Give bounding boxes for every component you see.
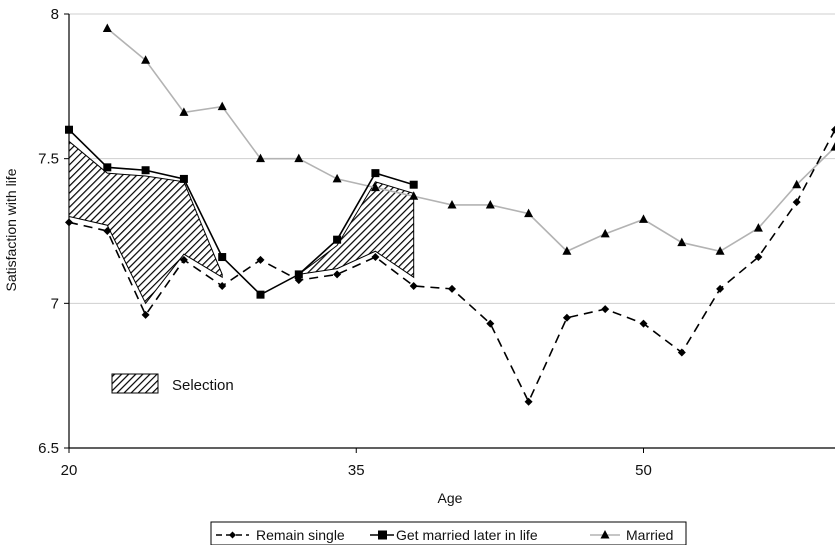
data-point-square xyxy=(294,270,303,279)
selection-region xyxy=(298,181,415,279)
legend-marker-triangle xyxy=(600,530,610,539)
data-point-triangle xyxy=(256,153,265,163)
x-tick-label: 50 xyxy=(635,462,652,479)
data-point-diamond xyxy=(218,281,227,290)
data-point-triangle xyxy=(562,246,572,255)
data-point-square xyxy=(141,166,150,175)
data-point-diamond xyxy=(65,218,73,227)
legend-label-remain-single: Remain single xyxy=(256,527,345,543)
data-point-square xyxy=(371,169,380,178)
legend-label-get-married-later: Get married later in life xyxy=(396,527,538,543)
tick-labels: 6.5 7 7.5 8 20 35 50 xyxy=(38,6,652,479)
data-point-triangle xyxy=(600,228,610,238)
y-tick-label: 6.5 xyxy=(38,440,59,457)
axes xyxy=(64,13,835,453)
data-point-square xyxy=(65,125,73,134)
selection-annotation: Selection xyxy=(111,373,234,394)
series-line xyxy=(68,129,414,296)
x-tick-label: 20 xyxy=(61,462,78,479)
legend-marker-diamond xyxy=(229,531,236,539)
data-point-diamond xyxy=(792,198,801,207)
data-point-diamond xyxy=(716,284,725,293)
data-point-triangle xyxy=(332,173,342,183)
data-point-triangle xyxy=(830,142,835,151)
series-get-married-later-in-life xyxy=(65,125,418,299)
selection-regions xyxy=(68,140,415,305)
data-point-diamond xyxy=(486,319,495,328)
data-point-triangle xyxy=(217,101,227,111)
data-point-triangle xyxy=(639,214,648,223)
data-point-square xyxy=(179,174,188,183)
data-point-diamond xyxy=(754,253,763,262)
data-point-triangle xyxy=(715,246,725,255)
data-point-triangle xyxy=(102,23,112,32)
legend-label-married: Married xyxy=(626,527,673,543)
data-point-triangle xyxy=(141,55,151,64)
selection-swatch xyxy=(111,373,159,394)
data-point-diamond xyxy=(179,255,188,264)
data-point-triangle xyxy=(792,179,802,189)
data-point-triangle xyxy=(677,237,687,247)
data-point-square xyxy=(409,180,418,189)
data-point-square xyxy=(256,290,265,299)
data-point-diamond xyxy=(141,310,150,319)
series-married xyxy=(102,23,835,255)
data-point-square xyxy=(218,253,227,262)
selection-label: Selection xyxy=(172,377,234,394)
data-point-triangle xyxy=(753,223,763,232)
data-point-diamond xyxy=(601,305,610,314)
selection-region xyxy=(68,140,223,305)
y-tick-label: 7.5 xyxy=(38,151,59,168)
data-point-triangle xyxy=(524,208,534,218)
data-point-diamond xyxy=(409,281,418,290)
series-remain-single xyxy=(65,125,835,406)
data-point-diamond xyxy=(831,125,835,134)
data-point-triangle xyxy=(370,182,380,192)
data-point-triangle xyxy=(179,107,189,116)
data-point-diamond xyxy=(677,348,686,357)
data-point-diamond xyxy=(524,397,533,406)
y-tick-label: 7 xyxy=(51,295,59,312)
x-tick-label: 35 xyxy=(348,462,365,479)
data-point-diamond xyxy=(333,270,342,279)
data-point-diamond xyxy=(448,284,456,293)
series-lines xyxy=(65,23,835,406)
data-point-diamond xyxy=(639,319,648,328)
legend-marker-square xyxy=(378,530,387,540)
data-point-triangle xyxy=(485,199,495,209)
y-axis-title: Satisfaction with life xyxy=(3,168,19,291)
data-point-diamond xyxy=(103,227,112,235)
legend-box xyxy=(210,521,687,545)
x-axis-title: Age xyxy=(438,490,463,506)
y-tick-label: 8 xyxy=(51,6,59,23)
data-point-diamond xyxy=(562,313,571,322)
gridlines xyxy=(69,13,835,304)
series-line xyxy=(68,129,835,404)
data-point-triangle xyxy=(409,191,419,200)
data-point-diamond xyxy=(256,255,265,264)
series-line xyxy=(106,27,835,253)
data-point-triangle xyxy=(294,153,304,163)
data-point-triangle xyxy=(447,199,457,209)
legend-item-get-married-later: Get married later in life xyxy=(370,527,538,543)
legend: Remain single Get married later in life … xyxy=(210,521,687,545)
data-point-square xyxy=(333,235,342,244)
legend-item-married: Married xyxy=(590,527,673,543)
data-point-diamond xyxy=(371,253,380,262)
data-point-square xyxy=(103,163,112,172)
legend-item-remain-single: Remain single xyxy=(216,527,345,543)
